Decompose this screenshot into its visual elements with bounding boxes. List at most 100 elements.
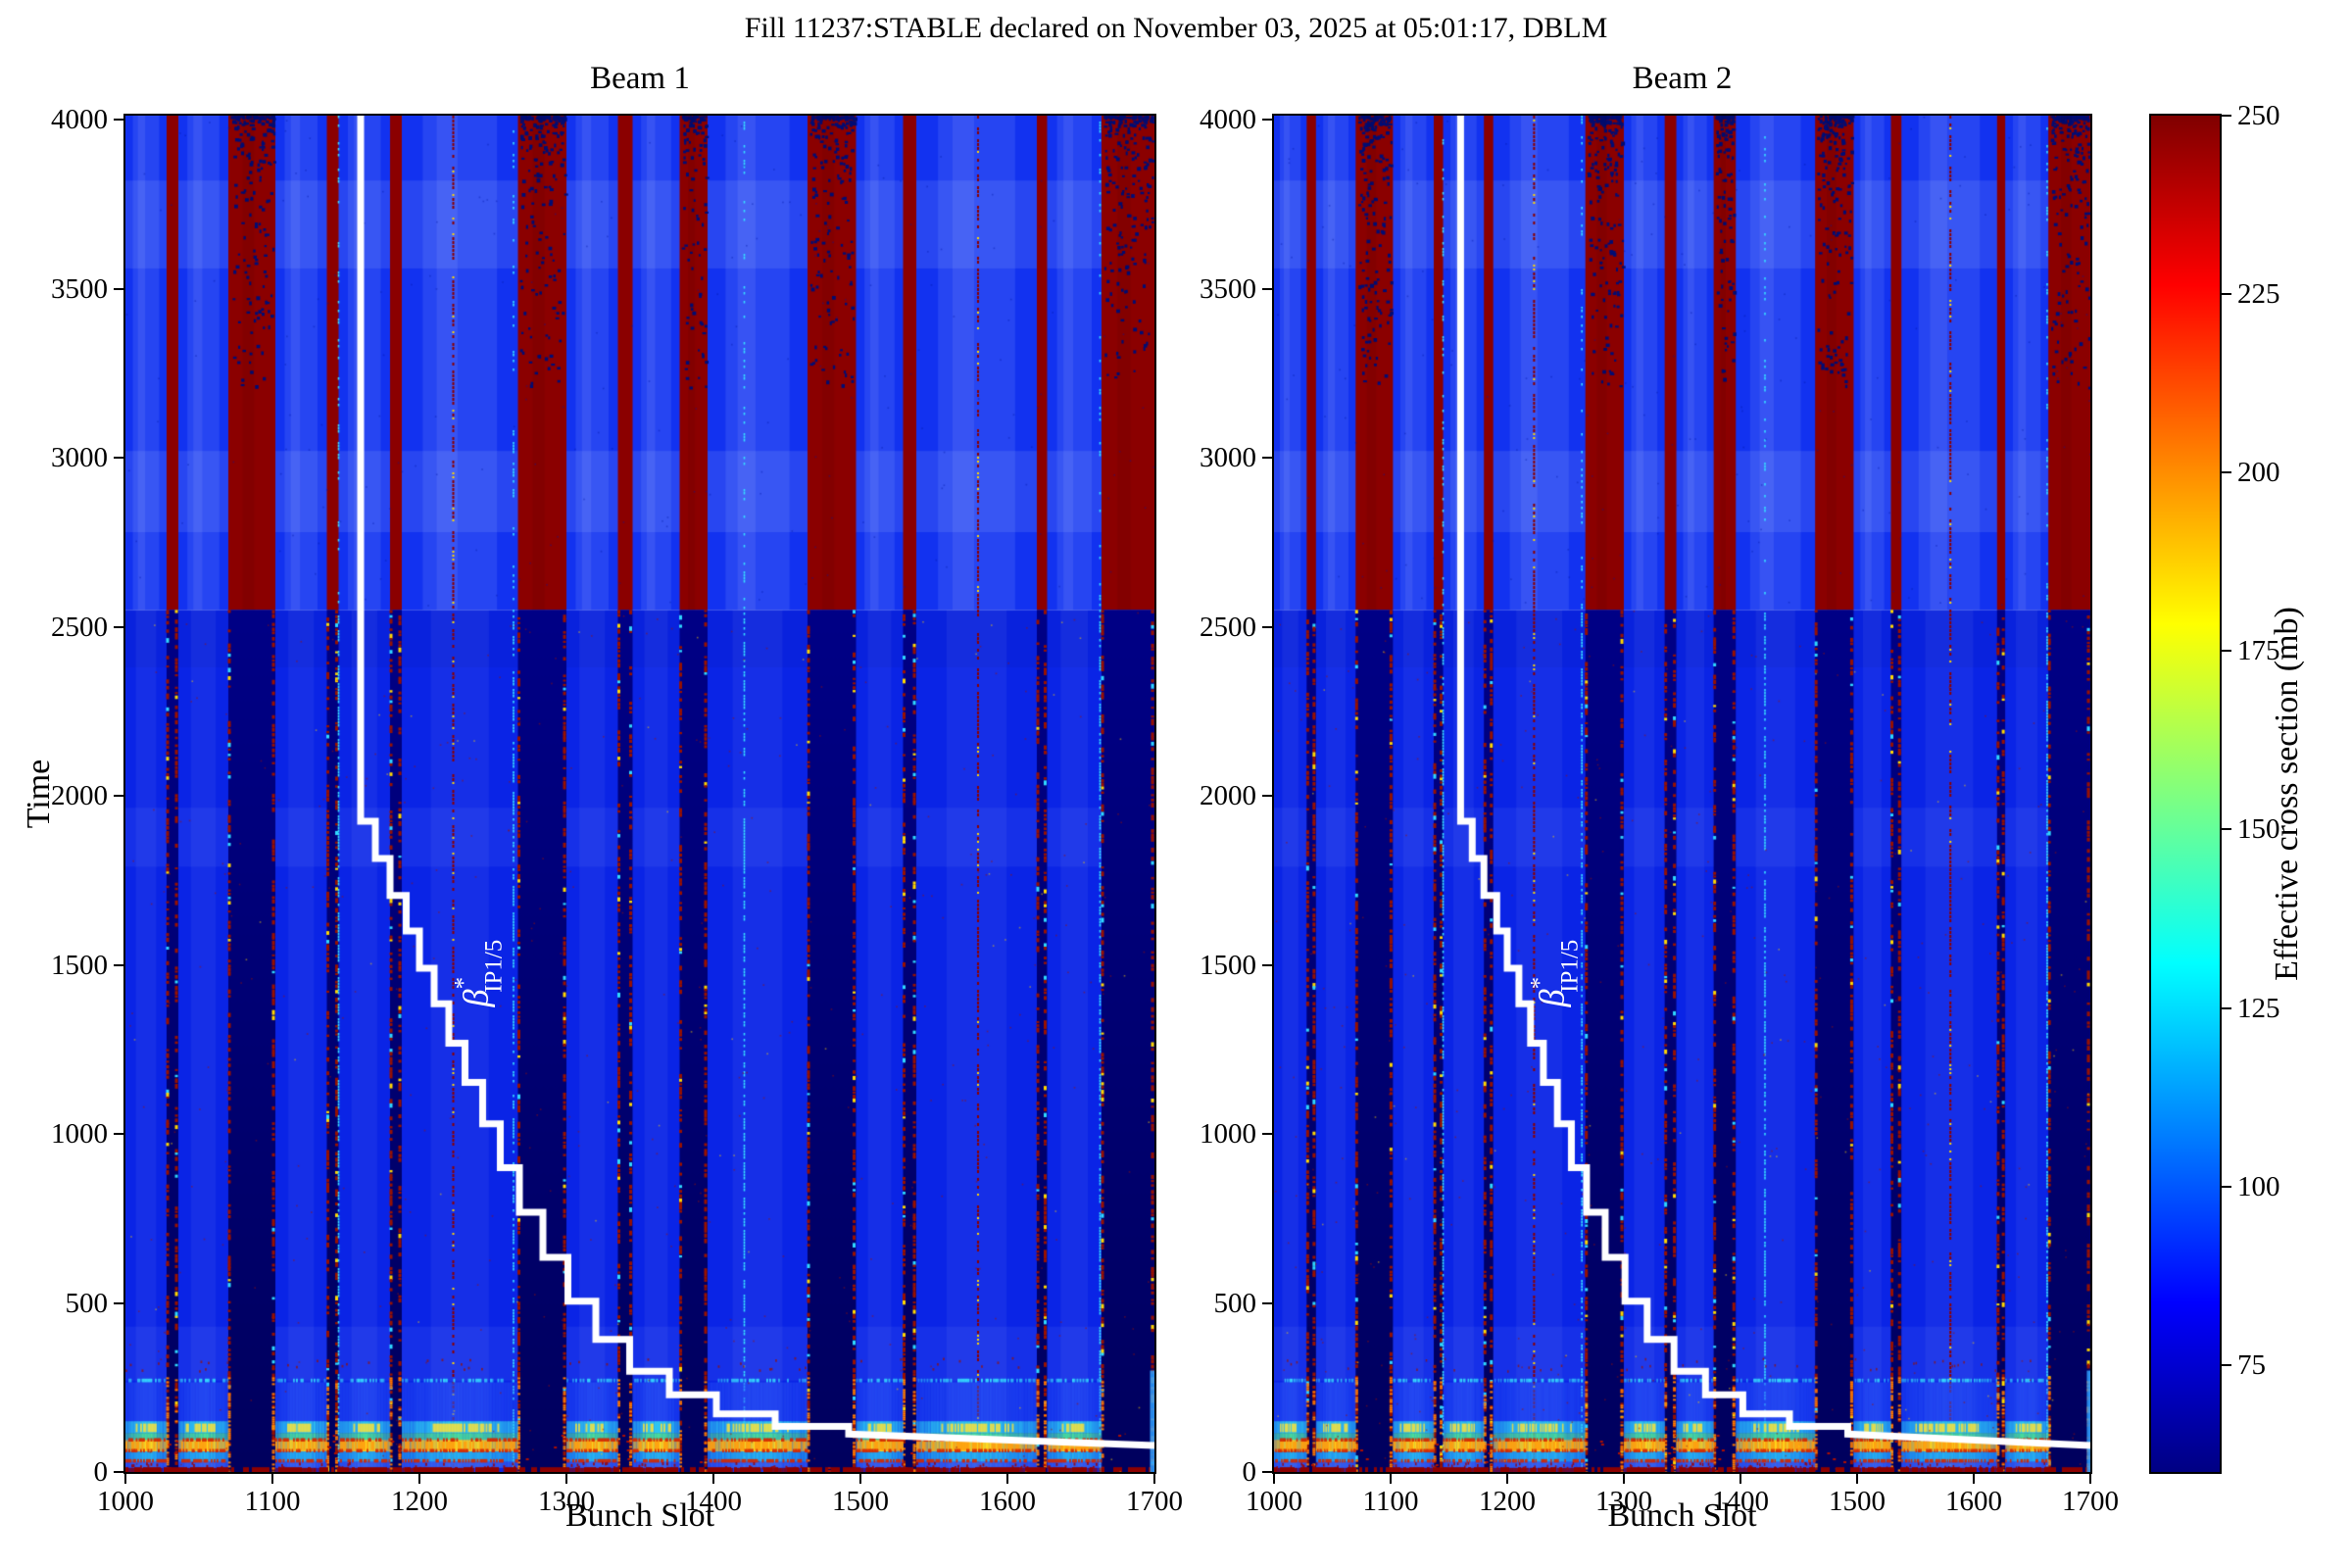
- x-tick-label: 1400: [1712, 1486, 1769, 1517]
- colorbar-tick-label: 100: [2237, 1170, 2280, 1202]
- y-tick-mark: [1262, 457, 1272, 460]
- colorbar-tick-label: 75: [2237, 1348, 2266, 1381]
- colorbar-tick-mark: [2222, 1185, 2231, 1188]
- y-tick-label: 3500: [1200, 272, 1256, 305]
- x-tick-label: 1500: [1829, 1486, 1886, 1517]
- y-tick-mark: [1262, 119, 1272, 122]
- y-tick-mark: [1262, 1471, 1272, 1473]
- colorbar-tick-label: 175: [2237, 635, 2280, 667]
- x-tick-label: 1300: [538, 1486, 595, 1517]
- colorbar-frame: [2149, 114, 2222, 1474]
- y-tick-label: 3500: [51, 272, 108, 305]
- x-tick-label: 1100: [244, 1486, 301, 1517]
- y-tick-mark: [114, 119, 123, 122]
- beta-star-label-beam2: β* IP1/5: [1526, 940, 1583, 1007]
- x-axis-label-beam1: Bunch Slot: [564, 1497, 715, 1534]
- x-tick-mark: [418, 1474, 420, 1484]
- beta-star-label-beam1: β* IP1/5: [450, 940, 507, 1007]
- y-tick-mark: [114, 287, 123, 290]
- x-tick-label: 1000: [1246, 1486, 1302, 1517]
- beta-superscript: *: [450, 977, 477, 990]
- y-tick-mark: [114, 963, 123, 966]
- colorbar-tick-mark: [2222, 115, 2231, 117]
- x-tick-mark: [1390, 1474, 1392, 1484]
- y-tick-mark: [114, 1471, 123, 1473]
- y-tick-mark: [114, 1301, 123, 1304]
- y-tick-label: 3000: [1200, 442, 1256, 474]
- colorbar-tick-mark: [2222, 471, 2231, 474]
- y-tick-mark: [114, 795, 123, 798]
- y-tick-label: 2500: [1200, 611, 1256, 643]
- y-tick-label: 2000: [1200, 780, 1256, 812]
- heatmap-canvas-beam2: [1274, 116, 2090, 1472]
- x-axis-label-beam2: Bunch Slot: [1607, 1497, 1757, 1534]
- colorbar-tick-label: 250: [2237, 100, 2280, 131]
- x-tick-mark: [1856, 1474, 1858, 1484]
- colorbar-tick-mark: [2222, 293, 2231, 296]
- y-tick-mark: [1262, 1301, 1272, 1304]
- x-tick-label: 1500: [832, 1486, 889, 1517]
- x-tick-mark: [712, 1474, 714, 1484]
- colorbar-gradient: [2151, 116, 2220, 1472]
- x-tick-label: 1400: [685, 1486, 742, 1517]
- y-tick-mark: [1262, 287, 1272, 290]
- x-tick-mark: [1153, 1474, 1155, 1484]
- x-tick-label: 1000: [97, 1486, 154, 1517]
- colorbar-tick-mark: [2222, 650, 2231, 653]
- x-tick-label: 1300: [1595, 1486, 1652, 1517]
- heatmap-canvas-beam1: [125, 116, 1154, 1472]
- x-tick-mark: [124, 1474, 126, 1484]
- y-tick-mark: [1262, 1133, 1272, 1136]
- colorbar-tick-label: 200: [2237, 457, 2280, 489]
- beta-superscript: *: [1526, 977, 1552, 990]
- x-tick-label: 1600: [979, 1486, 1036, 1517]
- beta-subscript: IP1/5: [480, 939, 508, 994]
- x-tick-label: 1200: [391, 1486, 448, 1517]
- panel-frame-beam2: [1272, 114, 2092, 1474]
- y-tick-label: 500: [1213, 1287, 1257, 1319]
- y-tick-label: 1500: [1200, 949, 1256, 981]
- x-tick-mark: [1006, 1474, 1008, 1484]
- x-tick-mark: [1740, 1474, 1741, 1484]
- x-tick-mark: [859, 1474, 861, 1484]
- colorbar-tick-mark: [2222, 828, 2231, 831]
- colorbar-tick-label: 125: [2237, 992, 2280, 1024]
- y-tick-label: 500: [65, 1287, 109, 1319]
- y-tick-mark: [114, 457, 123, 460]
- x-tick-label: 1600: [1945, 1486, 2002, 1517]
- y-tick-label: 1500: [51, 949, 108, 981]
- panel-title-beam2: Beam 2: [1632, 61, 1733, 96]
- x-tick-mark: [565, 1474, 567, 1484]
- x-tick-mark: [1273, 1474, 1275, 1484]
- figure-title: Fill 11237:STABLE declared on November 0…: [744, 12, 1608, 44]
- x-tick-label: 1700: [2062, 1486, 2119, 1517]
- y-tick-mark: [114, 1133, 123, 1136]
- x-tick-mark: [1623, 1474, 1625, 1484]
- x-tick-label: 1700: [1126, 1486, 1183, 1517]
- beta-subscript: IP1/5: [1556, 939, 1584, 994]
- x-tick-mark: [271, 1474, 273, 1484]
- y-tick-label: 1000: [1200, 1118, 1256, 1151]
- panel-title-beam1: Beam 1: [590, 61, 690, 96]
- y-tick-label: 1000: [51, 1118, 108, 1151]
- y-tick-label: 2000: [51, 780, 108, 812]
- y-tick-label: 4000: [51, 104, 108, 136]
- y-tick-mark: [1262, 795, 1272, 798]
- x-tick-label: 1100: [1362, 1486, 1419, 1517]
- y-tick-label: 4000: [1200, 104, 1256, 136]
- y-tick-label: 0: [1242, 1456, 1257, 1488]
- colorbar-tick-label: 150: [2237, 813, 2280, 846]
- y-tick-mark: [1262, 963, 1272, 966]
- y-tick-label: 3000: [51, 442, 108, 474]
- x-tick-label: 1200: [1479, 1486, 1536, 1517]
- y-tick-mark: [114, 625, 123, 628]
- x-tick-mark: [1973, 1474, 1975, 1484]
- panel-frame-beam1: [123, 114, 1156, 1474]
- y-tick-label: 2500: [51, 611, 108, 643]
- x-tick-mark: [1506, 1474, 1508, 1484]
- y-tick-label: 0: [93, 1456, 109, 1488]
- y-tick-mark: [1262, 625, 1272, 628]
- colorbar-tick-mark: [2222, 1006, 2231, 1009]
- colorbar-tick-mark: [2222, 1363, 2231, 1366]
